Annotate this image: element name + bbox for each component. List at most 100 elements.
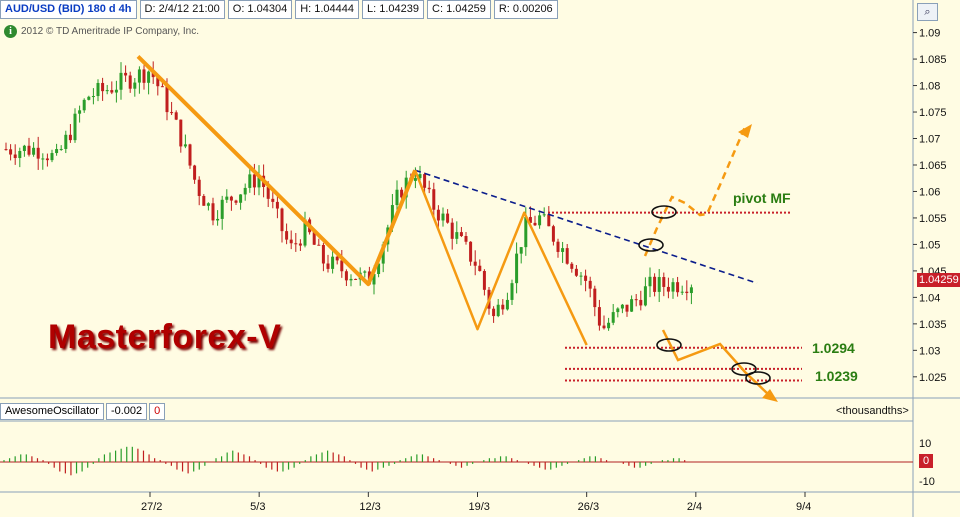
candle-body — [225, 196, 229, 200]
candle-body — [423, 174, 427, 188]
candle-body — [275, 201, 279, 209]
candle-body — [234, 200, 238, 203]
candle-body — [239, 194, 243, 203]
candle-body — [36, 147, 40, 159]
candle-body — [9, 149, 13, 155]
candle-body — [27, 145, 31, 155]
trendline — [414, 169, 758, 284]
candle-body — [50, 153, 54, 161]
candle-body — [390, 205, 394, 228]
y-tick-label: 1.09 — [919, 28, 940, 40]
candle-body — [197, 179, 201, 196]
bar-close: C: 1.04259 — [427, 0, 491, 19]
touch-marker-ellipse — [745, 371, 771, 385]
x-tick-label: 26/3 — [578, 501, 599, 513]
candle-body — [165, 86, 169, 113]
candle-body — [588, 280, 592, 289]
candle-body — [354, 278, 358, 280]
candle-body — [418, 174, 422, 179]
candle-body — [321, 244, 325, 264]
candle-body — [455, 232, 459, 239]
candle-body — [243, 187, 247, 195]
candle-body — [317, 244, 321, 246]
candle-body — [119, 72, 123, 90]
candle-body — [289, 239, 293, 244]
candle-body — [114, 89, 118, 93]
candle-body — [400, 189, 404, 198]
pivot-label: pivot MF — [733, 190, 791, 206]
candle-body — [206, 203, 210, 206]
candle-body — [32, 147, 36, 155]
candle-body — [18, 150, 22, 159]
zoom-button[interactable]: ⌕ — [917, 3, 938, 21]
candle-body — [570, 263, 574, 269]
candle-body — [271, 198, 275, 202]
candle-body — [634, 299, 638, 301]
candle-body — [349, 278, 353, 281]
magnifier-icon: ⌕ — [924, 6, 931, 18]
candle-body — [602, 325, 606, 329]
candle-body — [597, 307, 601, 326]
candle-body — [501, 304, 505, 310]
candle-body — [105, 90, 109, 92]
candle-body — [340, 260, 344, 272]
symbol-label[interactable]: AUD/USD (BID) 180 d 4h — [0, 0, 137, 19]
oscillator-zero-badge: 0 — [919, 454, 933, 468]
candle-body — [78, 110, 82, 114]
candle-body — [607, 322, 611, 329]
candle-body — [133, 82, 137, 89]
info-icon[interactable]: i — [4, 25, 17, 38]
candle-body — [685, 291, 689, 294]
candle-body — [4, 149, 8, 151]
candle-body — [464, 236, 468, 242]
copyright-text: 2012 © TD Ameritrade IP Company, Inc. — [21, 26, 200, 37]
bullish-projection — [643, 126, 747, 257]
x-tick-label: 5/3 — [250, 501, 265, 513]
candle-body — [505, 299, 509, 310]
candle-body — [469, 241, 473, 262]
candle-body — [151, 71, 155, 78]
candle-body — [625, 304, 629, 312]
candle-body — [147, 71, 151, 83]
candle-body — [524, 217, 528, 248]
candle-body — [551, 226, 555, 242]
y-tick-label: 1.055 — [919, 213, 947, 225]
candle-body — [427, 187, 431, 190]
indicator-name[interactable]: AwesomeOscillator — [0, 403, 104, 420]
brand-watermark: Masterforex-V — [48, 318, 282, 356]
x-tick-label: 9/4 — [796, 501, 811, 513]
candle-body — [183, 144, 187, 147]
support-label-1: 1.0294 — [812, 340, 855, 356]
candle-body — [91, 96, 95, 98]
candle-body — [372, 273, 376, 285]
oscillator-tick-label: 10 — [919, 438, 931, 450]
indicator-value: -0.002 — [105, 403, 148, 420]
candle-body — [59, 148, 63, 150]
candle-body — [55, 149, 59, 154]
candle-body — [252, 174, 256, 188]
candle-body — [45, 158, 49, 161]
candle-body — [542, 214, 546, 216]
candle-body — [298, 243, 302, 246]
y-tick-label: 1.025 — [919, 372, 947, 384]
candle-body — [459, 232, 463, 237]
touch-marker-ellipse — [731, 362, 757, 376]
candle-body — [73, 113, 77, 141]
y-tick-label: 1.075 — [919, 107, 947, 119]
touch-marker-ellipse — [656, 338, 682, 352]
candle-body — [565, 248, 569, 264]
candle-body — [519, 247, 523, 254]
candle-body — [303, 219, 307, 246]
candle-body — [124, 72, 128, 76]
candle-body — [547, 214, 551, 227]
candle-body — [584, 275, 588, 281]
candle-body — [680, 291, 684, 293]
candle-body — [326, 263, 330, 269]
candle-body — [657, 277, 661, 292]
candle-body — [335, 256, 339, 261]
candle-body — [482, 270, 486, 290]
candle-body — [266, 186, 270, 199]
candle-body — [220, 199, 224, 219]
bearish-projection — [661, 329, 771, 397]
